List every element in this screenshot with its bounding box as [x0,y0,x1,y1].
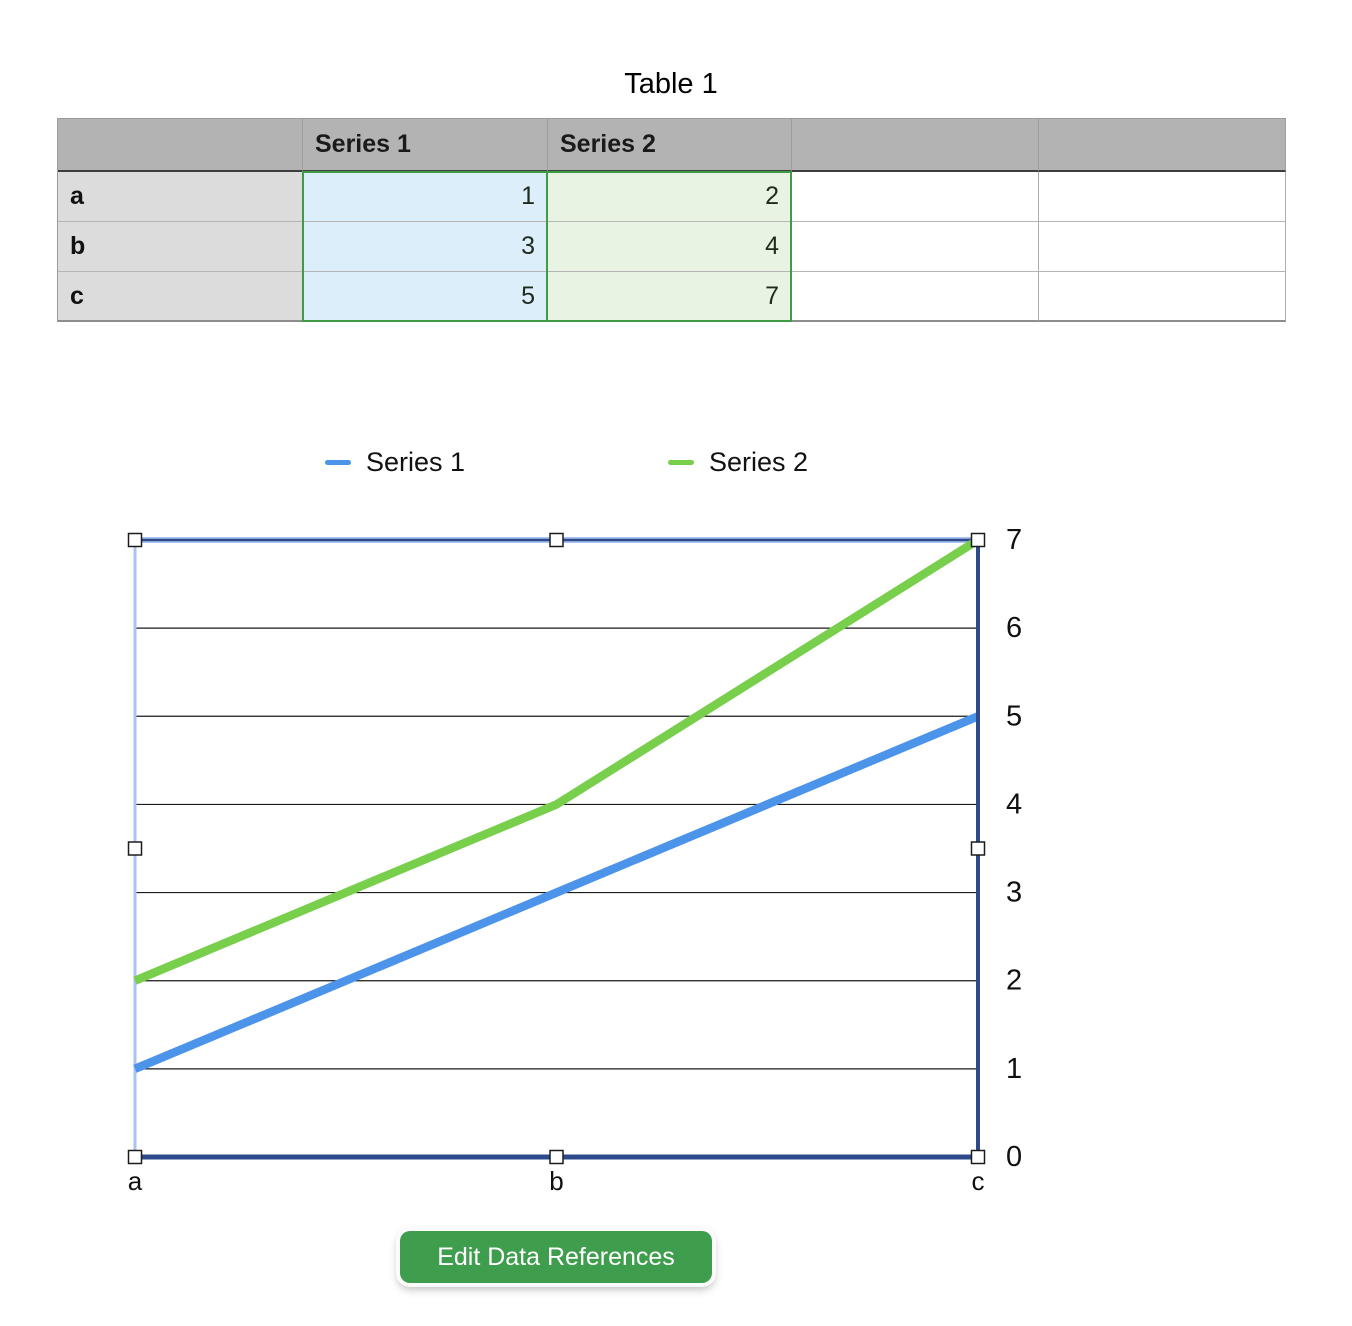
edit-data-references-button[interactable]: Edit Data References [400,1231,712,1283]
selection-handle[interactable] [970,841,986,856]
row-header-a[interactable]: a [58,172,303,222]
row-header-b[interactable]: b [58,222,303,272]
legend-item-series1[interactable]: Series 1 [325,446,465,478]
header-empty-cell[interactable] [792,119,1039,172]
table-header-row: Series 1 Series 2 [58,119,1286,172]
cell-a-series1[interactable]: 1 [303,172,548,222]
selection-handle[interactable] [970,532,986,548]
table-row-b: b 3 4 [58,222,1286,272]
x-axis-label: b [549,1166,563,1196]
y-axis-label: 5 [1006,700,1022,732]
series-line-1[interactable] [133,712,980,1073]
selection-handle[interactable] [127,841,143,856]
cell-a-series2[interactable]: 2 [548,172,792,222]
selection-handle[interactable] [127,532,143,548]
cell-b-col4[interactable] [1039,222,1286,272]
y-axis-label: 7 [1006,524,1022,556]
series-line-2[interactable] [133,536,981,985]
y-axis-label: 4 [1006,788,1022,820]
y-axis-label: 3 [1006,877,1022,909]
cell-b-series2[interactable]: 4 [548,222,792,272]
table-title: Table 1 [624,68,718,100]
cell-b-col3[interactable] [792,222,1039,272]
data-table: Series 1 Series 2 a 1 2 b 3 4 c 5 7 [57,118,1286,322]
header-empty-cell[interactable] [1039,119,1286,172]
selection-handle[interactable] [127,1149,143,1165]
cell-a-col3[interactable] [792,172,1039,222]
cell-c-col4[interactable] [1039,272,1286,322]
header-corner-cell[interactable] [58,119,303,172]
series2-swatch-icon [668,459,694,465]
cell-a-col4[interactable] [1039,172,1286,222]
legend-item-series2[interactable]: Series 2 [668,446,808,478]
y-axis-label: 6 [1006,612,1022,644]
y-axis-label: 1 [1006,1053,1022,1085]
x-axis-label: c [972,1166,985,1196]
selection-handle[interactable] [970,1149,986,1165]
header-series1-cell[interactable]: Series 1 [303,119,548,172]
legend-label: Series 1 [366,446,466,477]
y-axis-label: 0 [1006,1141,1022,1173]
selection-handle[interactable] [549,1149,564,1165]
selection-handle[interactable] [549,532,564,548]
table-row-a: a 1 2 [58,172,1286,222]
y-axis-label: 2 [1006,965,1022,997]
cell-c-col3[interactable] [792,272,1039,322]
row-header-c[interactable]: c [58,272,303,322]
legend-label: Series 2 [709,446,809,477]
series1-swatch-icon [325,459,351,465]
x-axis-label: a [128,1166,143,1196]
cell-b-series1[interactable]: 3 [303,222,548,272]
